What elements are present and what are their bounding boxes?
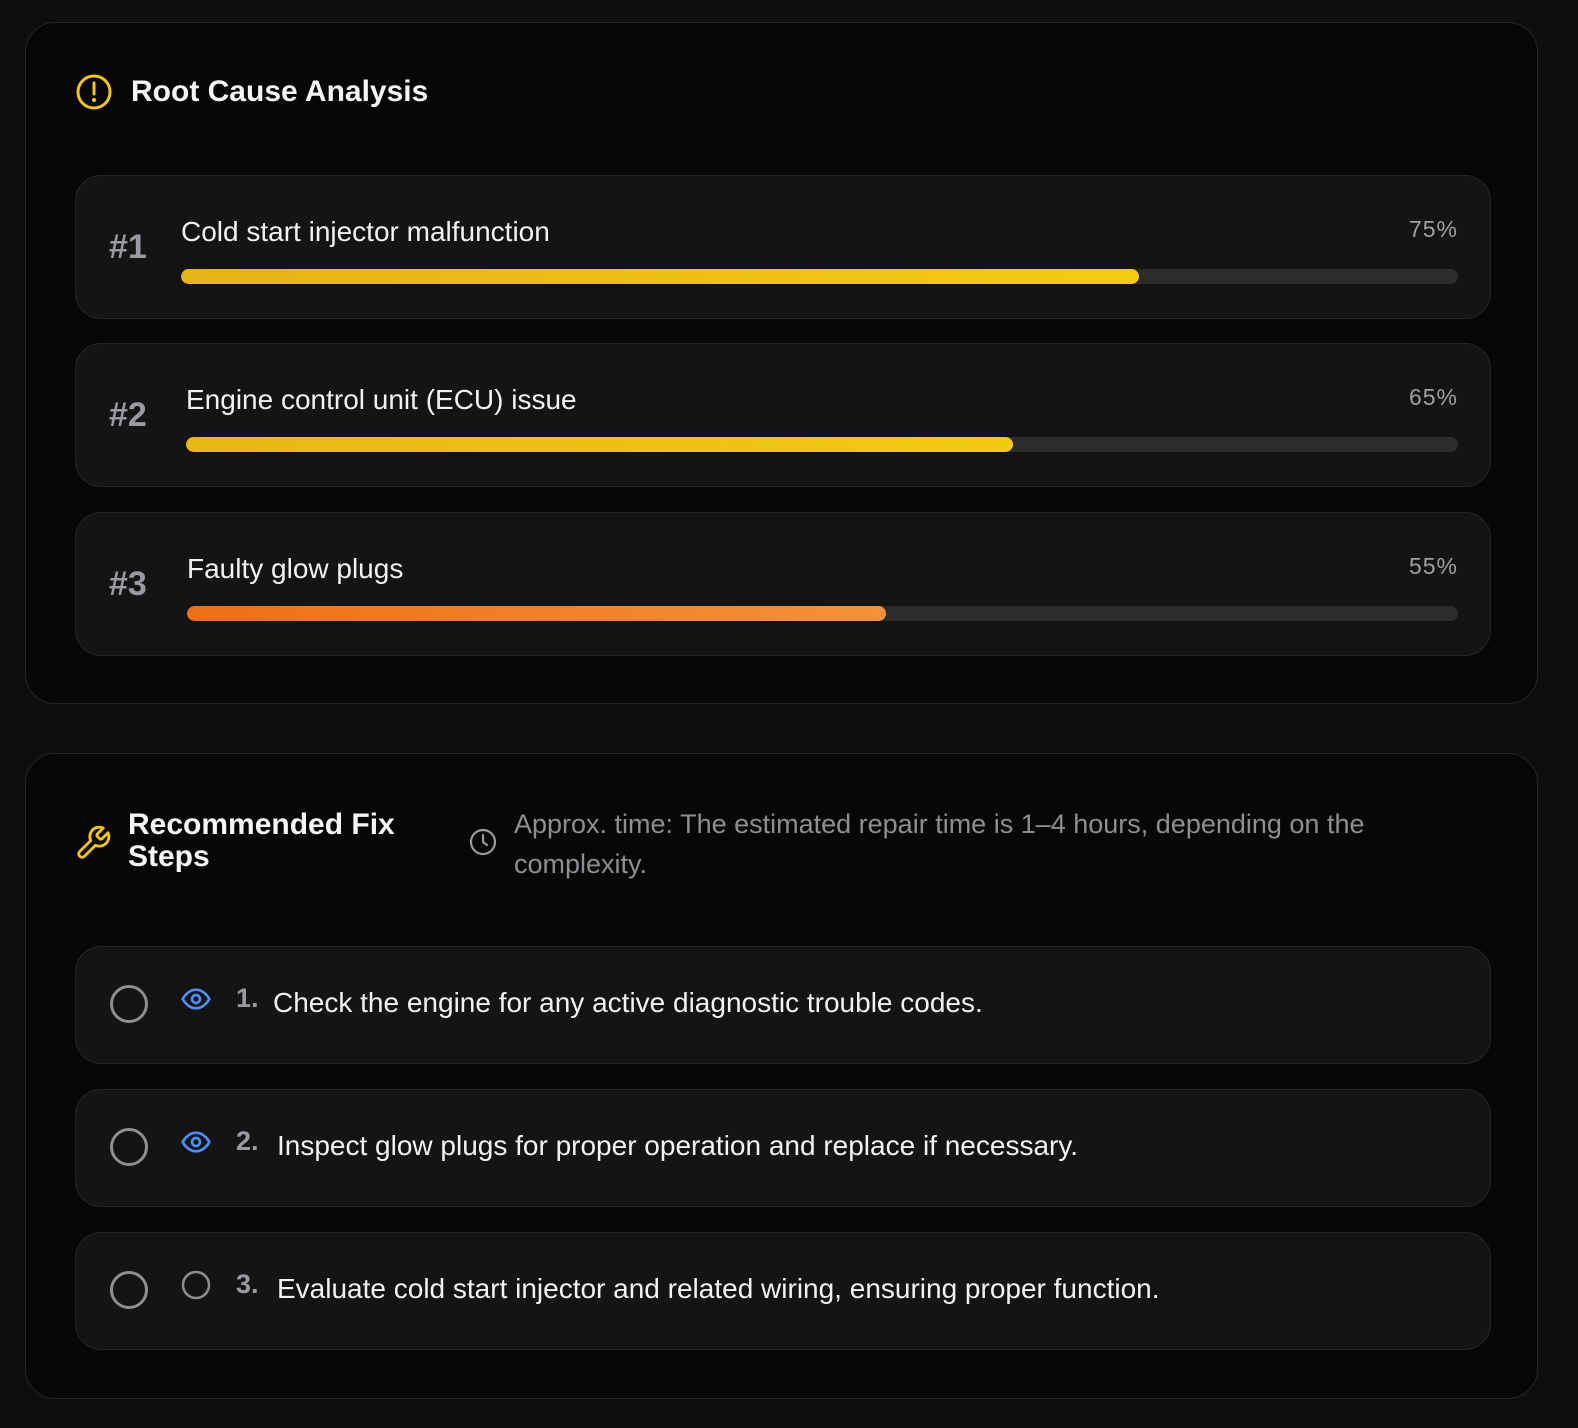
cause-percent: 55% — [1408, 553, 1458, 579]
fix-step: 3. Evaluate cold start injector and rela… — [75, 1232, 1491, 1350]
confidence-bar — [186, 437, 1458, 452]
step-text: Inspect glow plugs for proper operation … — [277, 1130, 1079, 1161]
approx-time-text: Approx. time: The estimated repair time … — [514, 809, 1365, 879]
recommended-fix-card: Recommended Fix Steps Approx. time: The … — [25, 753, 1538, 1399]
confidence-bar-fill — [181, 269, 1139, 284]
step-number: 3. — [236, 1269, 259, 1299]
step-checkbox[interactable] — [110, 1128, 148, 1166]
step-number: 1. — [236, 983, 259, 1013]
cause-name: Cold start injector malfunction — [181, 216, 550, 247]
step-number: 2. — [236, 1126, 259, 1156]
clock-icon — [469, 828, 497, 856]
step-text: Evaluate cold start injector and related… — [277, 1273, 1160, 1304]
section-title: Root Cause Analysis — [131, 75, 429, 108]
cause-item: #1 Cold start injector malfunction 75% — [75, 175, 1491, 319]
confidence-bar — [181, 269, 1458, 284]
root-cause-header: Root Cause Analysis — [75, 73, 428, 111]
confidence-bar — [187, 606, 1458, 621]
cause-name: Faulty glow plugs — [187, 553, 404, 584]
fix-header: Recommended Fix Steps — [74, 809, 428, 873]
cause-rank: #3 — [109, 565, 147, 603]
eye-icon[interactable] — [180, 983, 212, 1015]
root-cause-analysis-card: Root Cause Analysis #1 Cold start inject… — [25, 22, 1538, 704]
cause-rank: #1 — [109, 228, 147, 266]
step-checkbox[interactable] — [110, 1271, 148, 1309]
wrench-icon — [77, 825, 111, 859]
step-text: Check the engine for any active diagnost… — [273, 987, 983, 1018]
cause-rank: #2 — [109, 396, 147, 434]
fix-step: 2. Inspect glow plugs for proper operati… — [75, 1089, 1491, 1207]
cause-percent: 65% — [1408, 384, 1458, 410]
confidence-bar-fill — [187, 606, 887, 621]
cause-item: #3 Faulty glow plugs 55% — [75, 512, 1491, 656]
eye-icon[interactable] — [180, 1126, 212, 1158]
circle-icon[interactable] — [180, 1269, 212, 1301]
step-checkbox[interactable] — [110, 985, 148, 1023]
cause-percent: 75% — [1408, 216, 1458, 242]
cause-item: #2 Engine control unit (ECU) issue 65% — [75, 343, 1491, 487]
cause-name: Engine control unit (ECU) issue — [186, 384, 577, 415]
alert-circle-icon — [76, 74, 112, 110]
section-title: Recommended Fix Steps — [128, 808, 395, 873]
fix-step: 1. Check the engine for any active diagn… — [75, 946, 1491, 1064]
confidence-bar-fill — [186, 437, 1013, 452]
